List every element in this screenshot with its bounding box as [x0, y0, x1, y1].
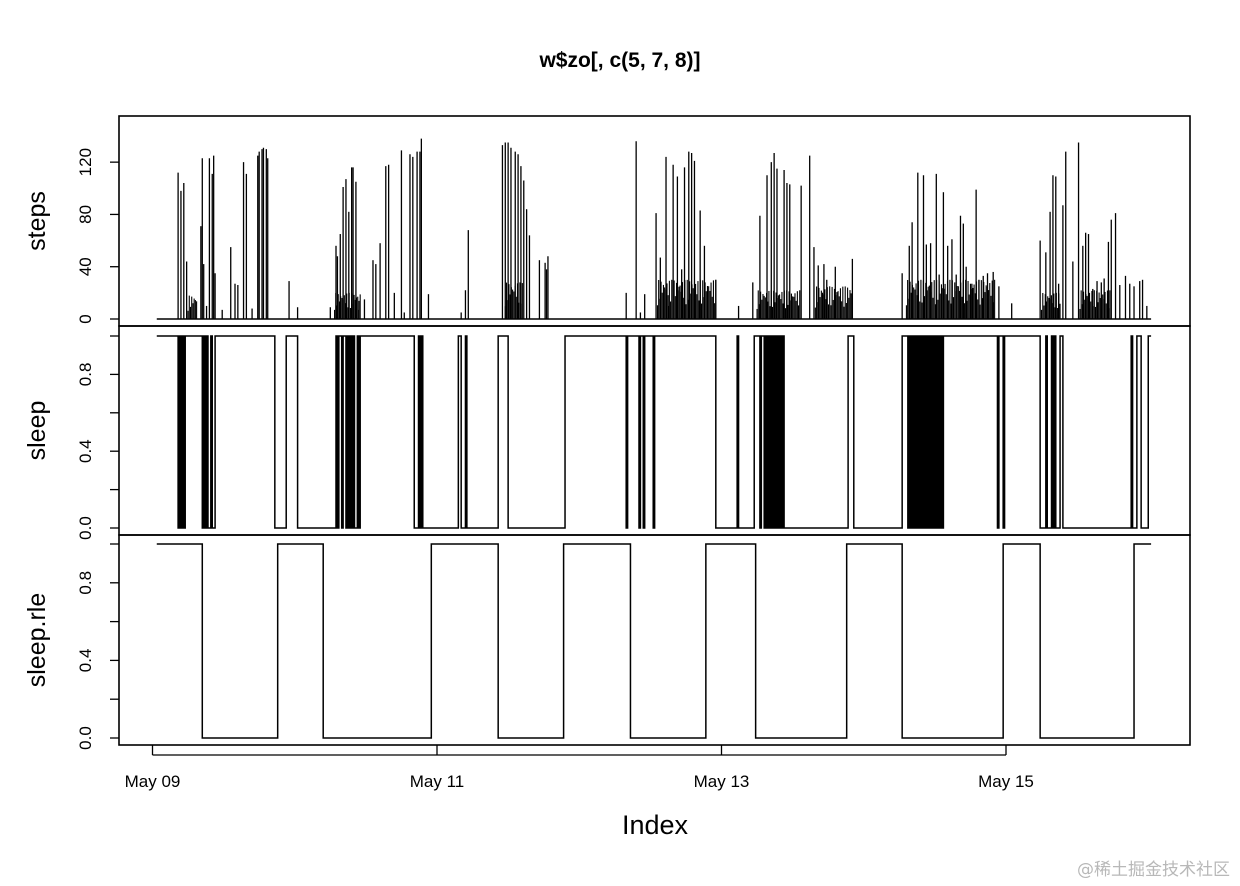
y-tick-label: 40 [76, 257, 95, 276]
panel-frame [118, 534, 1191, 746]
y-tick-label: 0.4 [76, 439, 95, 463]
x-tick-label: May 11 [410, 772, 465, 791]
x-tick-label: May 13 [694, 772, 750, 791]
panel-frame [118, 115, 1191, 327]
x-tick-label: May 09 [125, 772, 181, 791]
y-tick-label: 0.4 [76, 649, 95, 673]
chart-title: w$zo[, c(5, 7, 8)] [538, 49, 700, 72]
watermark: @稀土掘金技术社区 [1077, 860, 1230, 880]
y-axis-label: sleep.rle [23, 593, 51, 688]
y-tick-label: 0.8 [76, 571, 95, 595]
series-line [156, 543, 1152, 739]
y-tick-label: 120 [76, 148, 95, 176]
x-axis-label: Index [622, 810, 689, 840]
panel-sleep: 0.0 0.4 0.8 sleep [23, 325, 1191, 540]
x-axis: May 09 May 11 May 13 May 15 [125, 745, 1034, 791]
y-tick-label: 0.8 [76, 363, 95, 387]
panel-steps: 0 40 80 120 steps [23, 115, 1191, 327]
series-line [156, 335, 1152, 529]
y-tick-label: 80 [76, 205, 95, 224]
x-tick-label: May 15 [978, 772, 1034, 791]
y-tick-label: 0.0 [76, 516, 95, 540]
panels: 0 40 80 120 steps 0.0 0.4 0.8 sleep 0.0 0.4 0.8 slee… [23, 115, 1191, 750]
panel-sleep-rle: 0.0 0.4 0.8 sleep.rle [23, 534, 1191, 750]
y-axis-label: steps [23, 191, 51, 251]
y-tick-label: 0.0 [76, 726, 95, 750]
y-axis-label: sleep [23, 401, 51, 461]
y-tick-label: 0 [76, 314, 95, 323]
